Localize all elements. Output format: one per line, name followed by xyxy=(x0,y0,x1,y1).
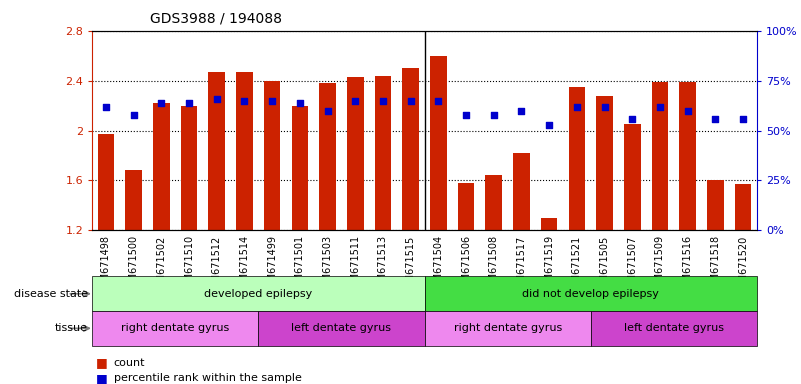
Bar xyxy=(292,106,308,230)
Bar xyxy=(679,82,696,230)
Bar xyxy=(347,77,364,230)
Text: developed epilepsy: developed epilepsy xyxy=(204,289,312,299)
Point xyxy=(211,96,223,102)
Text: count: count xyxy=(114,358,145,368)
Bar xyxy=(485,175,502,230)
Text: ■: ■ xyxy=(96,372,108,384)
Point xyxy=(543,121,556,127)
Text: disease state: disease state xyxy=(14,289,88,299)
Point xyxy=(238,98,251,104)
Point xyxy=(321,108,334,114)
Point xyxy=(405,98,417,104)
Text: ■: ■ xyxy=(96,356,108,369)
Bar xyxy=(569,87,586,230)
Bar xyxy=(513,153,529,230)
Bar xyxy=(541,218,557,230)
Text: tissue: tissue xyxy=(55,323,88,333)
Point xyxy=(487,111,500,118)
Point xyxy=(515,108,528,114)
Bar xyxy=(236,72,253,230)
Bar xyxy=(181,106,197,230)
Bar xyxy=(707,180,724,230)
Point xyxy=(293,99,306,106)
Point xyxy=(266,98,279,104)
Point xyxy=(709,116,722,122)
Point xyxy=(183,99,195,106)
Point xyxy=(626,116,638,122)
Point xyxy=(155,99,167,106)
Bar xyxy=(596,96,613,230)
Point xyxy=(376,98,389,104)
Bar xyxy=(402,68,419,230)
Bar xyxy=(208,72,225,230)
Point xyxy=(460,111,473,118)
Point xyxy=(737,116,750,122)
Bar xyxy=(153,103,170,230)
Bar xyxy=(735,184,751,230)
Point xyxy=(99,104,112,110)
Text: left dentate gyrus: left dentate gyrus xyxy=(624,323,724,333)
Bar xyxy=(320,83,336,230)
Bar xyxy=(375,76,391,230)
Point xyxy=(127,111,140,118)
Bar xyxy=(430,56,447,230)
Point xyxy=(598,104,611,110)
Text: percentile rank within the sample: percentile rank within the sample xyxy=(114,373,302,383)
Text: right dentate gyrus: right dentate gyrus xyxy=(121,323,229,333)
Text: did not develop epilepsy: did not develop epilepsy xyxy=(522,289,659,299)
Point xyxy=(349,98,362,104)
Bar xyxy=(652,82,668,230)
Point xyxy=(570,104,583,110)
Text: right dentate gyrus: right dentate gyrus xyxy=(453,323,562,333)
Bar xyxy=(98,134,115,230)
Text: GDS3988 / 194088: GDS3988 / 194088 xyxy=(151,12,282,25)
Text: left dentate gyrus: left dentate gyrus xyxy=(292,323,392,333)
Bar xyxy=(624,124,641,230)
Bar xyxy=(125,170,142,230)
Point xyxy=(432,98,445,104)
Bar xyxy=(264,81,280,230)
Bar xyxy=(457,183,474,230)
Point xyxy=(654,104,666,110)
Point xyxy=(682,108,694,114)
